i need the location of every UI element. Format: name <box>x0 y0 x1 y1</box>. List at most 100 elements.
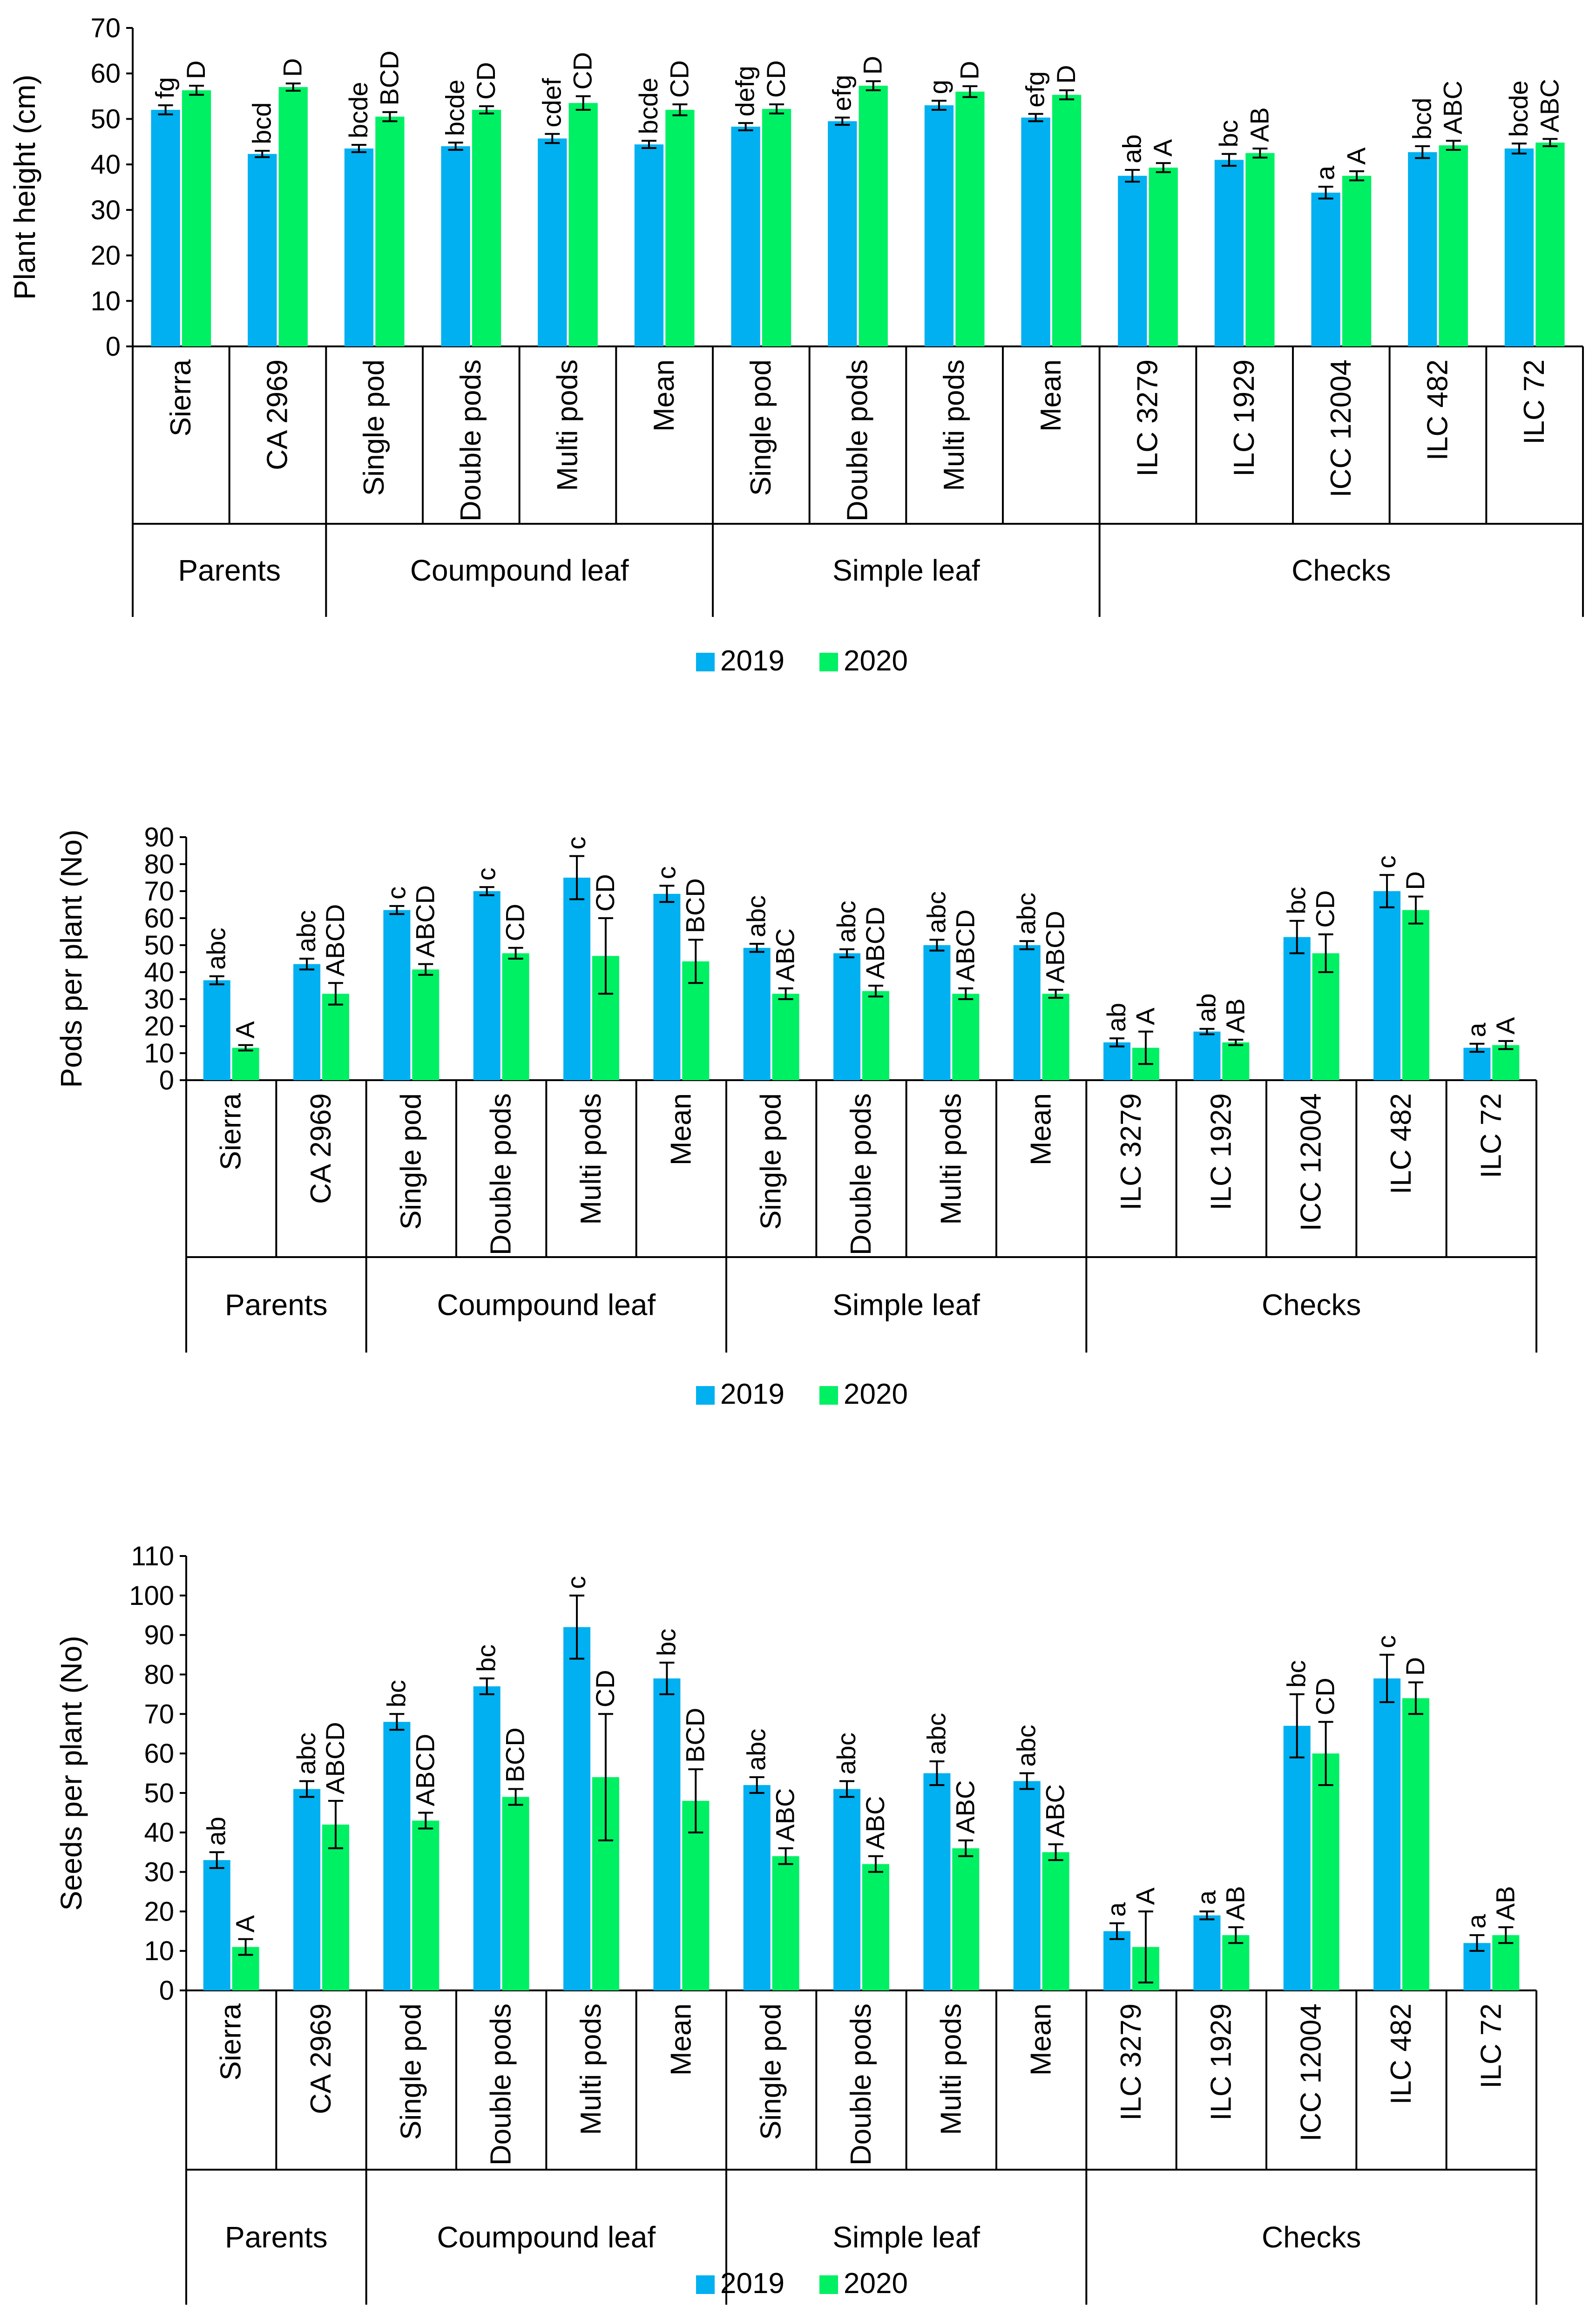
category-label: ILC 72 <box>1475 2003 1507 2089</box>
legend-swatch-2019 <box>696 2275 715 2294</box>
significance-letter: D <box>1400 871 1430 890</box>
category-label: ILC 1929 <box>1205 1093 1237 1211</box>
bar-2020 <box>952 994 980 1080</box>
significance-letter: abc <box>291 910 321 952</box>
y-tick-label: 50 <box>144 930 174 961</box>
bar-2020 <box>1402 910 1429 1080</box>
category-label: Sierra <box>215 1093 247 1170</box>
significance-letter: abc <box>921 1713 951 1755</box>
significance-letter: c <box>561 1576 591 1589</box>
category-label: ILC 3279 <box>1132 359 1164 477</box>
category-label: Multi pods <box>552 359 584 491</box>
category-label: Multi pods <box>938 359 970 491</box>
significance-letter: c <box>472 867 501 880</box>
y-axis-title: Pods per plant (No) <box>54 830 88 1088</box>
significance-letter: CD <box>664 60 694 98</box>
significance-letter: c <box>381 886 411 900</box>
category-label: Multi pods <box>575 2003 607 2135</box>
bar-2019 <box>1283 1725 1311 1990</box>
bar-2019 <box>833 953 861 1080</box>
bar-2019 <box>923 1773 951 1990</box>
group-label: Parents <box>225 1288 328 1322</box>
bar-2019 <box>538 138 567 346</box>
category-label: ILC 3279 <box>1115 1093 1147 1211</box>
legend-swatch-2020 <box>819 2275 838 2294</box>
bar-2019 <box>1103 1931 1131 1990</box>
bar-2020 <box>1342 176 1372 346</box>
significance-letter: D <box>1051 65 1081 83</box>
significance-letter: ABCD <box>410 885 440 958</box>
significance-letter: ABCD <box>320 904 350 977</box>
significance-letter: abc <box>291 1732 321 1774</box>
bar-2020 <box>278 87 308 346</box>
category-label: ILC 72 <box>1475 1093 1507 1178</box>
bar-2020 <box>502 1797 529 1990</box>
significance-letter: abc <box>1012 893 1041 934</box>
y-tick-label: 0 <box>106 332 121 362</box>
bar-2019 <box>383 1722 411 1990</box>
category-label: Single pod <box>395 2003 427 2140</box>
significance-letter: ab <box>1117 135 1146 163</box>
y-tick-label: 20 <box>90 241 121 271</box>
significance-letter: a <box>1461 1914 1491 1928</box>
legend-label: 2019 <box>720 1378 784 1410</box>
bar-2020 <box>772 994 799 1080</box>
significance-letter: BCD <box>680 1708 710 1763</box>
bar-2020 <box>772 1856 799 1990</box>
significance-letter: ABC <box>771 1788 800 1841</box>
category-label: Single pod <box>755 2003 787 2140</box>
y-tick-label: 50 <box>90 104 121 134</box>
significance-letter: bcd <box>1407 98 1436 140</box>
category-label: Single pod <box>755 1093 787 1230</box>
bar-2019 <box>1283 937 1311 1080</box>
significance-letter: c <box>1372 855 1401 868</box>
legend-label: 2020 <box>844 645 908 677</box>
significance-letter: A <box>1130 1008 1160 1025</box>
significance-letter: AB <box>1220 998 1250 1033</box>
bar-2020 <box>862 1864 889 1990</box>
category-label: ILC 482 <box>1422 359 1454 460</box>
y-tick-label: 60 <box>90 59 121 89</box>
category-label: Single pod <box>745 359 777 496</box>
category-label: Double pods <box>842 359 874 521</box>
bar-2020 <box>762 108 791 346</box>
bar-2020 <box>952 1848 980 1990</box>
bar-2020 <box>182 90 211 346</box>
category-label: ILC 482 <box>1385 2003 1417 2104</box>
category-label: ILC 1929 <box>1228 359 1260 477</box>
bar-2019 <box>634 144 664 346</box>
category-label: Double pods <box>845 1093 877 1255</box>
bar-2020 <box>375 116 405 347</box>
group-label: Coumpound leaf <box>437 2220 656 2254</box>
significance-letter: D <box>181 61 210 79</box>
significance-letter: ABCD <box>950 909 980 982</box>
category-label: ILC 482 <box>1385 1093 1417 1194</box>
bar-2020 <box>412 969 440 1080</box>
bar-2020 <box>1042 1852 1069 1990</box>
y-tick-label: 80 <box>144 849 174 880</box>
significance-letter: D <box>1400 1657 1430 1676</box>
group-label: Coumpound leaf <box>437 1288 656 1322</box>
significance-letter: cdef <box>537 78 566 127</box>
bar-2019 <box>731 127 760 346</box>
category-label: ILC 1929 <box>1205 2003 1237 2121</box>
group-label: Parents <box>178 554 281 587</box>
bar-2020 <box>1312 953 1339 1080</box>
bar-2019 <box>1408 152 1437 346</box>
significance-letter: a <box>1102 1902 1131 1917</box>
bar-2019 <box>1373 891 1401 1080</box>
significance-letter: abc <box>202 927 231 969</box>
significance-letter: efg <box>827 75 856 111</box>
bar-2020 <box>412 1820 440 1990</box>
significance-letter: ABC <box>1041 1784 1070 1838</box>
significance-letter: bc <box>381 1680 411 1707</box>
category-label: Single pod <box>358 359 390 496</box>
legend-swatch-2019 <box>696 653 715 671</box>
bar-2019 <box>1013 945 1041 1080</box>
y-tick-label: 70 <box>144 1699 174 1729</box>
significance-letter: CD <box>590 1670 620 1707</box>
significance-letter: bcde <box>440 80 470 136</box>
y-tick-label: 20 <box>144 1011 174 1042</box>
bar-2019 <box>653 1678 681 1990</box>
